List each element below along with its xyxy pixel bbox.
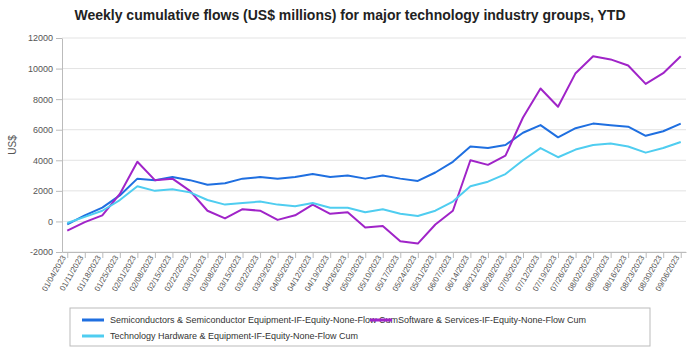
x-tick-mark [663, 252, 664, 258]
chart: Weekly cumulative flows (US$ millions) f… [0, 0, 700, 358]
y-tick: 2000 [33, 186, 62, 196]
x-tick-mark [628, 252, 629, 258]
grid [62, 38, 686, 252]
y-tick-label: 10000 [28, 64, 53, 74]
y-tick: 0 [48, 217, 62, 227]
series-line [67, 56, 680, 243]
y-tick: 4000 [33, 156, 62, 166]
x-tick-mark [558, 252, 559, 258]
x-tick-mark [225, 252, 226, 258]
grid-line [62, 160, 686, 161]
legend-item: Software & Services-IF-Equity-None-Flow … [370, 315, 586, 325]
x-tick-mark [470, 252, 471, 258]
y-tick-mark [56, 160, 62, 161]
x-tick-mark [365, 252, 366, 258]
x-tick-mark [172, 252, 173, 258]
legend-label: Technology Hardware & Equipment-IF-Equit… [110, 331, 358, 341]
y-tick: 10000 [28, 64, 62, 74]
x-tick-mark [120, 252, 121, 258]
series-line [67, 124, 680, 225]
y-tick-mark [56, 191, 62, 192]
title: Weekly cumulative flows (US$ millions) f… [74, 7, 625, 23]
x-tick-mark [611, 252, 612, 258]
y-tick-mark [56, 99, 62, 100]
x-tick-mark [646, 252, 647, 258]
legend-swatch [82, 335, 104, 338]
y-tick-mark [56, 69, 62, 70]
x-tick-mark [67, 252, 68, 258]
x-tick-mark [278, 252, 279, 258]
legend-label: Semiconductors & Semiconductor Equipment… [110, 315, 398, 325]
x-tick-mark [453, 252, 454, 258]
legend-item: Semiconductors & Semiconductor Equipment… [82, 315, 398, 325]
y-tick-label: 6000 [33, 125, 53, 135]
y-tick: -2000 [30, 247, 62, 257]
y-axis-line [62, 39, 63, 253]
x-tick-mark [260, 252, 261, 258]
y-tick-label: -2000 [30, 247, 53, 257]
x-tick-mark [383, 252, 384, 258]
x-tick-mark [505, 252, 506, 258]
x-tick-mark [330, 252, 331, 258]
grid-line [62, 221, 686, 222]
legend-item: Technology Hardware & Equipment-IF-Equit… [82, 331, 358, 341]
grid-line [62, 129, 686, 130]
x-tick-mark [418, 252, 419, 258]
x-tick-mark [155, 252, 156, 258]
y-tick: 8000 [33, 95, 62, 105]
x-tick-mark [85, 252, 86, 258]
series-line [67, 142, 680, 223]
y-tick-label: 2000 [33, 186, 53, 196]
x-tick-mark [190, 252, 191, 258]
grid-line [62, 38, 686, 39]
legend-swatch [370, 319, 392, 322]
x-axis-line [63, 252, 687, 253]
y-axis-title: US$ [7, 135, 18, 155]
y-tick-mark [56, 221, 62, 222]
x-tick-mark [207, 252, 208, 258]
x-tick-mark [541, 252, 542, 258]
y-tick-mark [56, 38, 62, 39]
y-tick-label: 4000 [33, 156, 53, 166]
x-tick: 09/06/2023 [654, 252, 682, 293]
y-tick-label: 8000 [33, 95, 53, 105]
x-tick-mark [313, 252, 314, 258]
y-tick: 12000 [28, 33, 62, 43]
legend: Semiconductors & Semiconductor Equipment… [70, 308, 650, 346]
legend-swatch [82, 319, 104, 322]
x-axis: 01/04/202301/11/202301/18/202301/25/2023… [40, 252, 686, 293]
grid-line [62, 99, 686, 100]
x-tick-mark [348, 252, 349, 258]
legend-label: Software & Services-IF-Equity-None-Flow … [398, 315, 586, 325]
x-tick-mark [523, 252, 524, 258]
x-tick-mark [102, 252, 103, 258]
x-tick-mark [295, 252, 296, 258]
grid-line [62, 68, 686, 69]
y-tick-mark [56, 252, 62, 253]
x-tick-mark [435, 252, 436, 258]
x-tick-mark [243, 252, 244, 258]
x-tick-mark [576, 252, 577, 258]
y-tick-mark [56, 130, 62, 131]
y-axis: -2000 0 2000 4000 6000 8000 10000 12000 [28, 33, 63, 257]
lines [67, 56, 680, 243]
x-tick-mark [593, 252, 594, 258]
x-tick-mark [488, 252, 489, 258]
legend-frame [70, 308, 650, 346]
x-tick-mark [137, 252, 138, 258]
x-tick-mark [681, 252, 682, 258]
y-tick-label: 12000 [28, 33, 53, 43]
y-tick-label: 0 [48, 217, 53, 227]
x-tick-label: 09/06/2023 [654, 253, 682, 293]
y-tick: 6000 [33, 125, 62, 135]
x-tick-mark [400, 252, 401, 258]
